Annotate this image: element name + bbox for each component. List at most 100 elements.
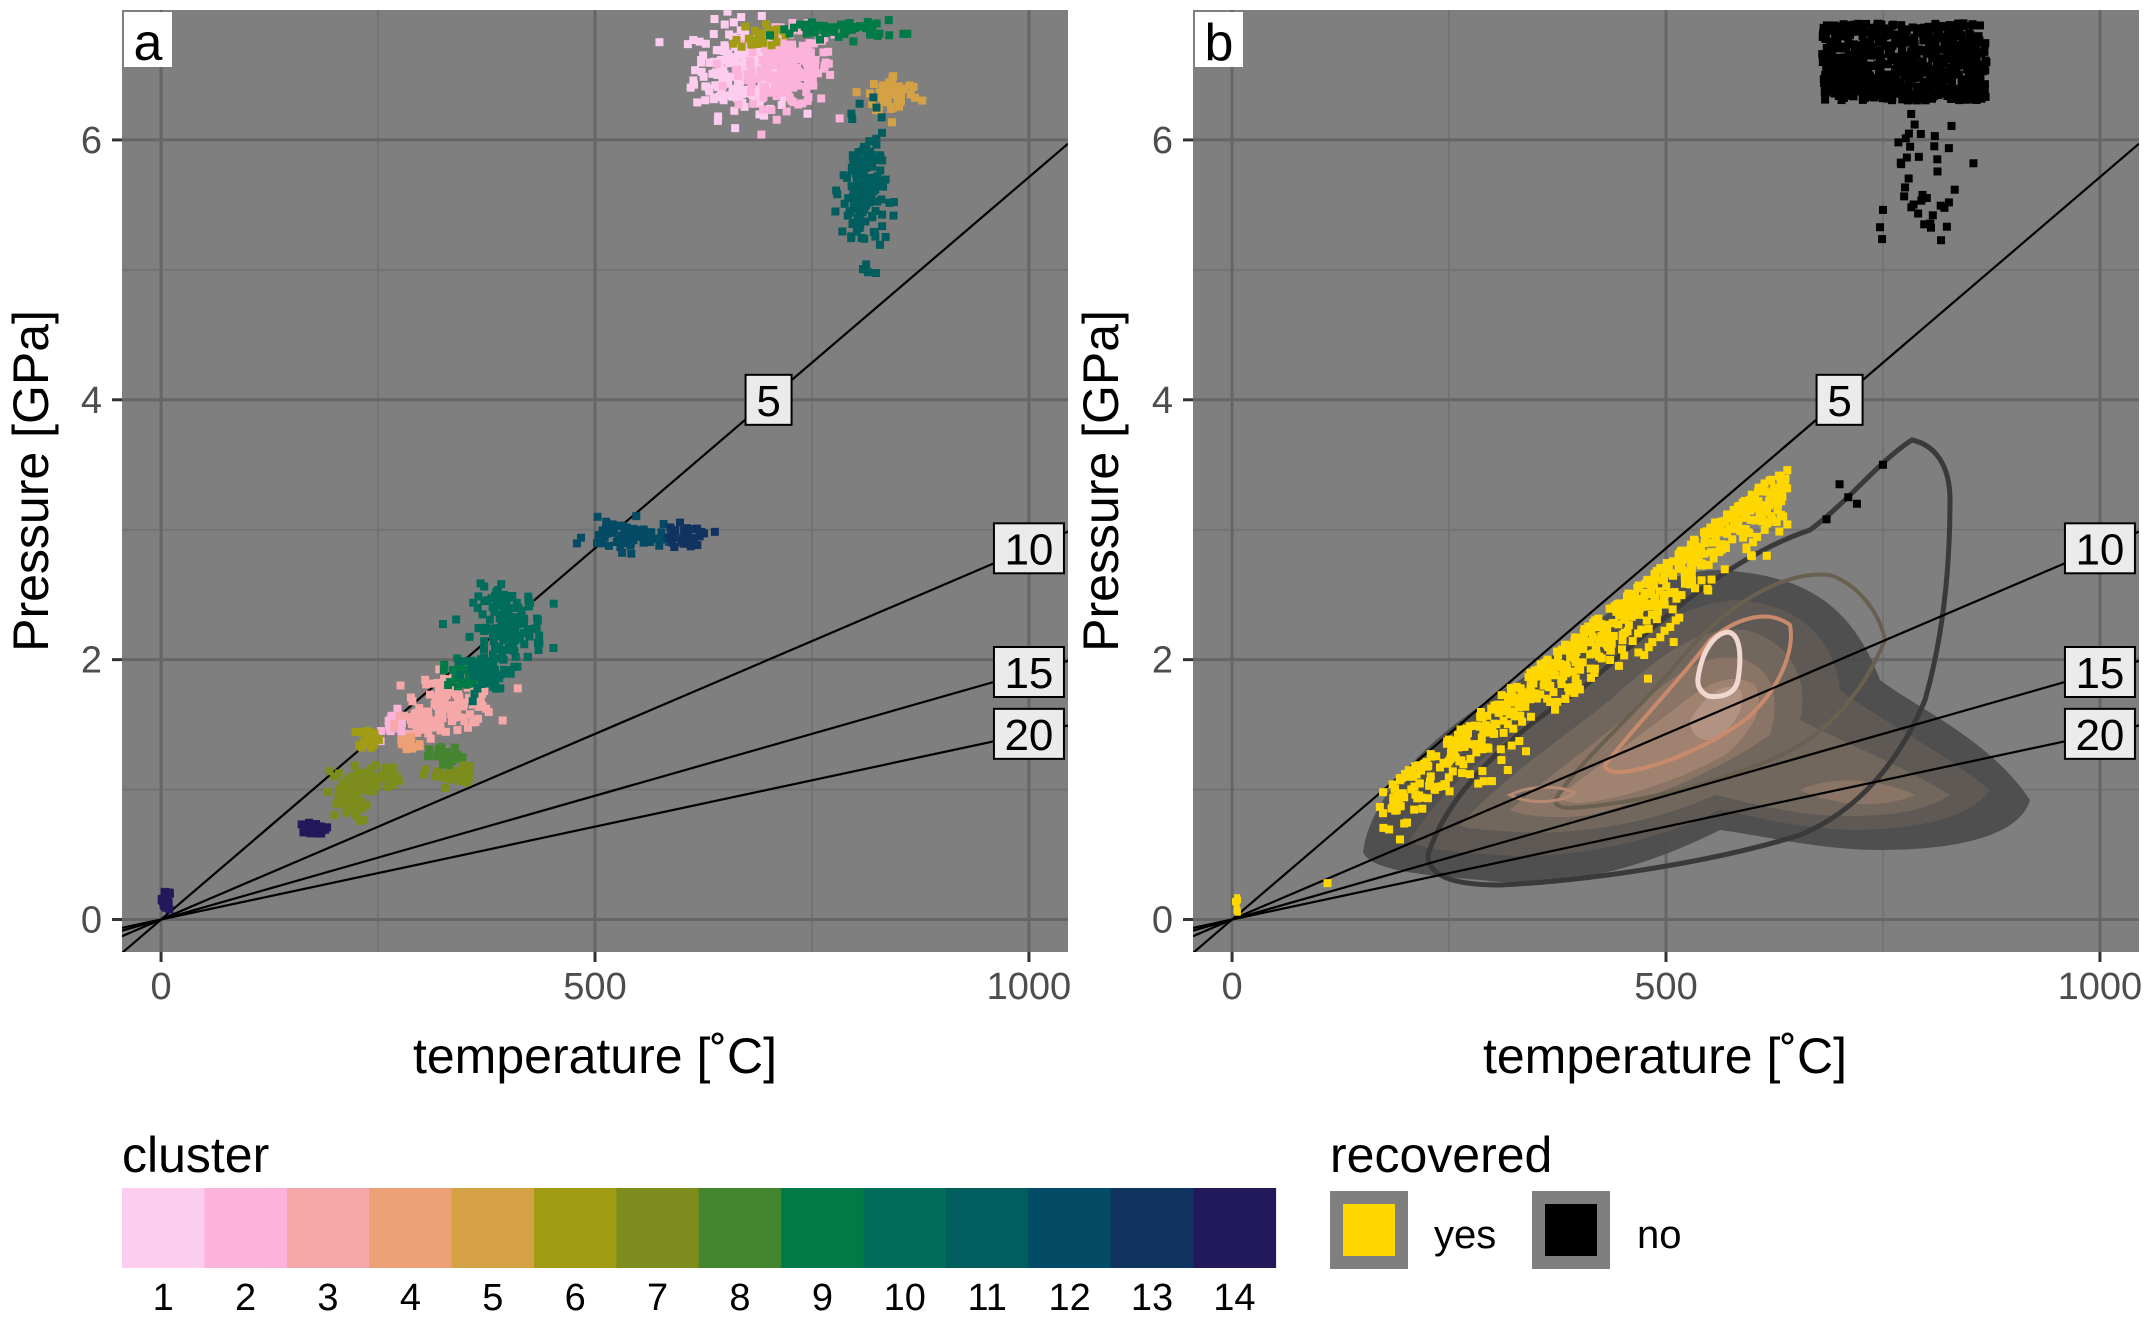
cluster-7-point <box>340 787 349 796</box>
recovered-point <box>1671 616 1680 625</box>
not-recovered-point <box>1845 51 1854 60</box>
cluster-2-point <box>759 93 768 102</box>
recovered-point <box>1704 560 1713 569</box>
not-recovered-point <box>1864 28 1873 37</box>
cluster-1-point <box>699 72 708 81</box>
cluster-7-point <box>364 769 373 778</box>
recovered-point <box>1467 740 1476 749</box>
cluster-7-point <box>325 767 334 776</box>
recovered-point <box>1544 683 1553 692</box>
not-recovered-point <box>1878 235 1887 244</box>
cluster-9-point <box>802 26 811 35</box>
not-recovered-point <box>1904 174 1913 183</box>
cluster-10-point <box>480 627 489 636</box>
cluster-11-point <box>832 186 841 195</box>
recovered-point <box>1516 711 1525 720</box>
recovered-point <box>1740 513 1749 522</box>
cluster-8-point <box>445 761 454 770</box>
legend-cluster-swatch-13 <box>1110 1188 1194 1268</box>
cluster-8-point <box>438 760 447 769</box>
cluster-11-point <box>849 192 858 201</box>
cluster-2-point <box>809 69 818 78</box>
cluster-7-point <box>348 772 357 781</box>
cluster-2-point <box>770 61 779 70</box>
legend-cluster-swatch-6 <box>534 1188 617 1268</box>
cluster-11-point <box>853 153 862 162</box>
recovered-point <box>1614 620 1623 629</box>
not-recovered-point <box>1878 37 1887 46</box>
cluster-1-point <box>724 50 733 59</box>
not-recovered-point <box>1938 81 1947 90</box>
cluster-10-point <box>509 613 518 622</box>
cluster-11-point <box>843 173 852 182</box>
legend-cluster-label-2: 2 <box>235 1277 256 1319</box>
cluster-11-point <box>865 137 874 146</box>
density-line-low <box>1506 785 1578 804</box>
cluster-13-point <box>670 543 679 552</box>
cluster-1-point <box>757 11 766 20</box>
cluster-8-point <box>450 743 459 752</box>
recovered-point <box>1474 740 1483 749</box>
cluster-1-point <box>702 82 711 91</box>
not-recovered-point <box>1943 48 1952 57</box>
cluster-12-point <box>616 543 625 552</box>
panel-b-geotherms <box>1193 142 2139 952</box>
not-recovered-point <box>1959 76 1968 85</box>
cluster-14-point <box>323 823 332 832</box>
legend-cluster-label-1: 1 <box>153 1277 174 1319</box>
cluster-10-point <box>498 629 507 638</box>
recovered-point <box>1697 576 1706 585</box>
panel-b-density-lines <box>1425 437 1953 888</box>
cluster-1-point <box>722 56 731 65</box>
cluster-10-point <box>549 644 558 653</box>
cluster-3-point <box>447 717 456 726</box>
cluster-5-point <box>883 82 892 91</box>
legend-cluster-swatch-2 <box>204 1188 288 1268</box>
recovered-point <box>1783 484 1792 493</box>
recovered-point <box>1595 652 1604 661</box>
recovered-point <box>1669 557 1678 566</box>
cluster-13-point <box>664 533 673 542</box>
not-recovered-point <box>1922 29 1931 38</box>
cluster-7-point <box>348 779 357 788</box>
cluster-9-point <box>766 31 775 40</box>
panel-a-tag: a <box>134 14 163 72</box>
cluster-14-point <box>319 826 328 835</box>
legend-cluster-label-3: 3 <box>317 1277 338 1319</box>
recovered-point <box>1624 621 1633 630</box>
not-recovered-point <box>1873 73 1882 82</box>
recovered-point <box>1483 743 1492 752</box>
not-recovered-point <box>1852 499 1861 508</box>
legend-cluster: cluster 1 2 3 4 5 6 7 8 9 10 11 12 13 14 <box>122 1127 1277 1319</box>
cluster-10-point <box>512 603 521 612</box>
cluster-10-point <box>483 660 492 669</box>
cluster-2-point <box>746 87 755 96</box>
not-recovered-point <box>1922 194 1931 203</box>
cluster-1-point <box>691 66 700 75</box>
recovered-point <box>1704 586 1713 595</box>
not-recovered-point <box>1842 32 1851 41</box>
x-tick-label: 1000 <box>987 966 1072 1008</box>
cluster-11-point <box>876 166 885 175</box>
cluster-1-point <box>777 100 786 109</box>
cluster-10-point <box>519 629 528 638</box>
not-recovered-point <box>1930 83 1939 92</box>
recovered-point <box>1635 604 1644 613</box>
not-recovered-point <box>1957 85 1966 94</box>
recovered-point <box>1693 544 1702 553</box>
recovered-point <box>1396 790 1405 799</box>
cluster-11-point <box>854 148 863 157</box>
cluster-2-point <box>811 56 820 65</box>
geotherm-line-10 <box>122 530 1068 938</box>
recovered-point <box>1573 679 1582 688</box>
cluster-10-point <box>452 615 461 624</box>
cluster-3-point <box>442 727 451 736</box>
cluster-10-point <box>493 586 502 595</box>
recovered-point <box>1758 514 1767 523</box>
recovered-point <box>1781 474 1790 483</box>
recovered-point <box>1630 590 1639 599</box>
x-tick-label: 500 <box>563 966 626 1008</box>
recovered-point <box>1524 673 1533 682</box>
y-tick-label: 2 <box>1152 640 1173 682</box>
